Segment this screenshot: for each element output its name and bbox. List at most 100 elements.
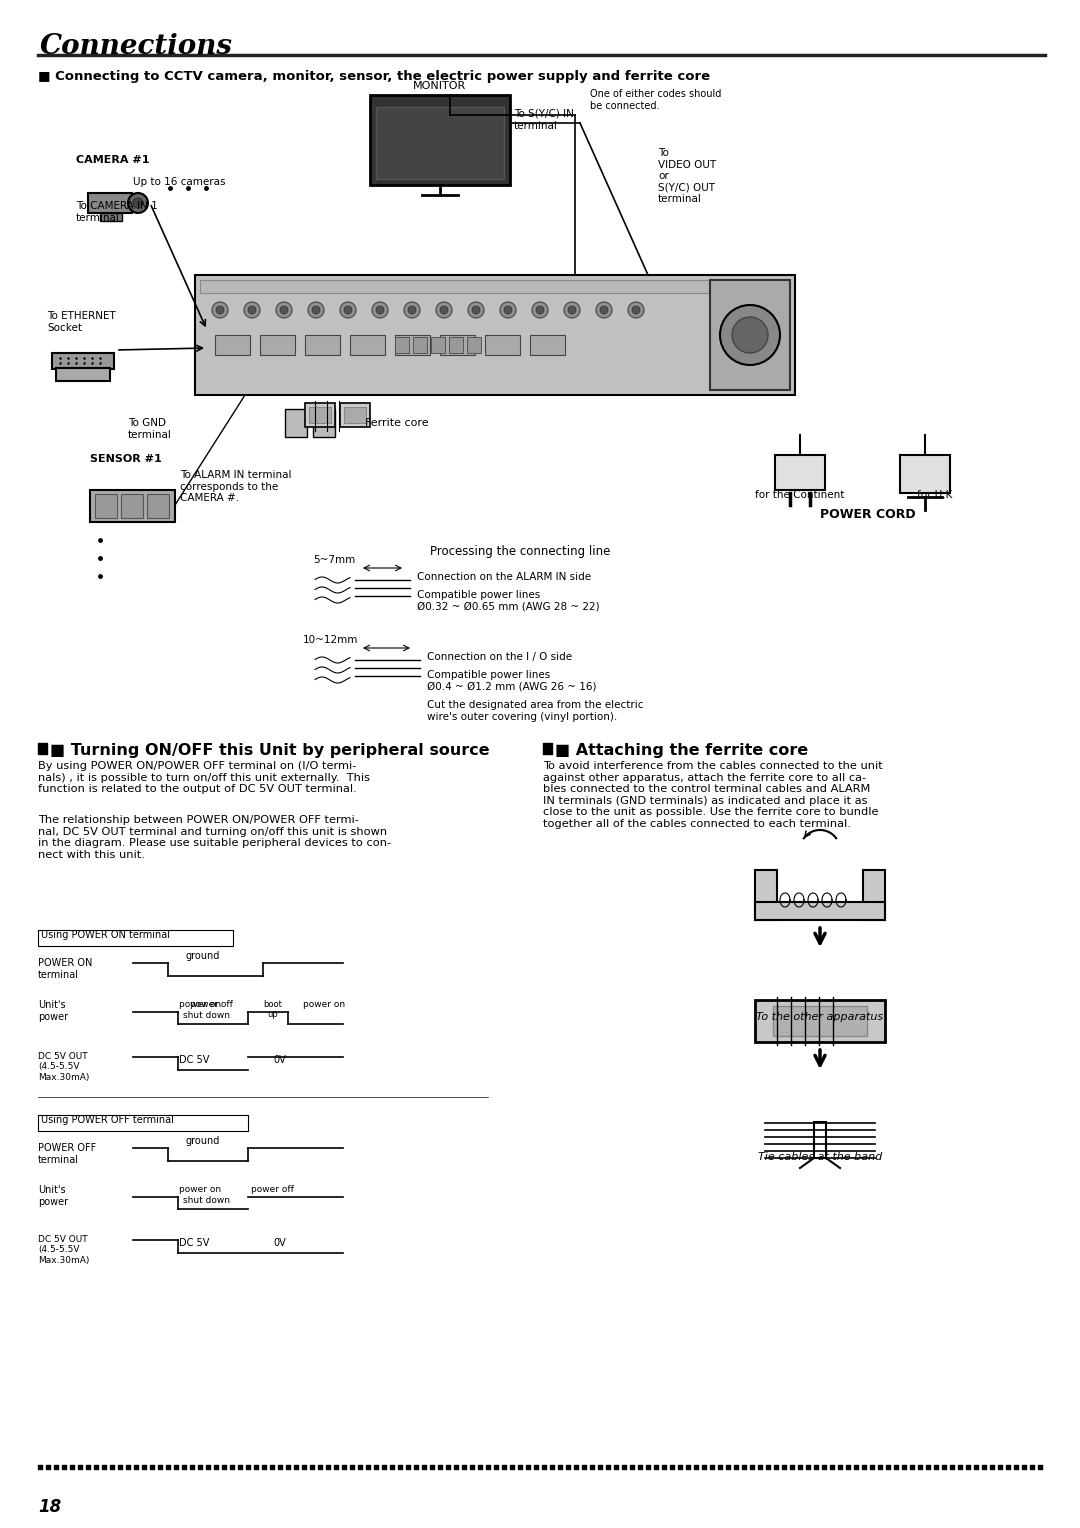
Text: Up to 16 cameras: Up to 16 cameras (133, 177, 226, 186)
Text: Cut the designated area from the electric
wire's outer covering (vinyl portion).: Cut the designated area from the electri… (427, 700, 644, 721)
Text: POWER OFF
terminal: POWER OFF terminal (38, 1143, 96, 1164)
Text: for U.K: for U.K (917, 490, 953, 500)
Circle shape (216, 306, 224, 313)
Bar (340, 403, 370, 426)
Text: By using POWER ON/POWER OFF terminal on (I/O termi-
nals) , it is possible to tu: By using POWER ON/POWER OFF terminal on … (38, 761, 370, 795)
Circle shape (248, 306, 256, 313)
Text: SENSOR #1: SENSOR #1 (90, 454, 162, 465)
Bar (814, 1122, 826, 1158)
Text: DC 5V OUT
(4.5-5.5V
Max.30mA): DC 5V OUT (4.5-5.5V Max.30mA) (38, 1235, 90, 1265)
Text: To the other apparatus: To the other apparatus (756, 1012, 883, 1022)
Circle shape (720, 306, 780, 365)
Text: DC 5V OUT
(4.5-5.5V
Max.30mA): DC 5V OUT (4.5-5.5V Max.30mA) (38, 1051, 90, 1082)
Text: Unit's
power: Unit's power (38, 999, 68, 1022)
Text: Tie cables at the band: Tie cables at the band (758, 1152, 882, 1161)
Text: power on: power on (179, 1186, 221, 1193)
Circle shape (632, 306, 640, 313)
Bar (100, 212, 122, 222)
Bar (395, 338, 409, 353)
Bar (95, 494, 117, 518)
Bar (121, 494, 143, 518)
Text: To ALARM IN terminal
corresponds to the
CAMERA #.: To ALARM IN terminal corresponds to the … (180, 471, 292, 503)
Text: 5~7mm: 5~7mm (313, 555, 355, 565)
Text: To ETHERNET
Socket: To ETHERNET Socket (48, 312, 116, 333)
Bar (260, 335, 295, 354)
Circle shape (504, 306, 512, 313)
Text: To GND
terminal: To GND terminal (129, 419, 172, 440)
Text: power on: power on (303, 999, 346, 1008)
Circle shape (312, 306, 320, 313)
Bar (90, 490, 175, 523)
Text: shut down: shut down (183, 1196, 230, 1206)
Text: MONITOR: MONITOR (414, 81, 467, 92)
Text: Unit's
power: Unit's power (38, 1186, 68, 1207)
Circle shape (596, 303, 612, 318)
Bar (485, 335, 519, 354)
Bar (467, 338, 481, 353)
Circle shape (345, 306, 352, 313)
Text: ground: ground (186, 950, 220, 961)
Bar (147, 494, 168, 518)
Circle shape (280, 306, 288, 313)
Circle shape (532, 303, 548, 318)
Text: boot
up: boot up (264, 999, 283, 1019)
Circle shape (500, 303, 516, 318)
Circle shape (404, 303, 420, 318)
Circle shape (564, 303, 580, 318)
Circle shape (376, 306, 384, 313)
Bar (38, 931, 233, 946)
Circle shape (627, 303, 644, 318)
Text: ■ Connecting to CCTV camera, monitor, sensor, the electric power supply and ferr: ■ Connecting to CCTV camera, monitor, se… (38, 70, 711, 83)
Bar (710, 280, 789, 390)
Text: Using POWER OFF terminal: Using POWER OFF terminal (41, 1115, 174, 1125)
Text: Connections: Connections (40, 34, 233, 60)
Text: power on: power on (179, 999, 221, 1008)
Bar (285, 410, 307, 437)
Circle shape (129, 193, 148, 212)
Text: ■ Turning ON/OFF this Unit by peripheral source: ■ Turning ON/OFF this Unit by peripheral… (50, 743, 489, 758)
Bar (52, 353, 114, 368)
Circle shape (340, 303, 356, 318)
Bar (305, 335, 340, 354)
Circle shape (440, 306, 448, 313)
Bar (200, 280, 789, 293)
Text: DC 5V: DC 5V (179, 1238, 210, 1248)
Text: 0V: 0V (273, 1054, 286, 1065)
Circle shape (472, 306, 480, 313)
Bar (775, 455, 825, 490)
Text: ■ Attaching the ferrite core: ■ Attaching the ferrite core (555, 743, 808, 758)
Circle shape (244, 303, 260, 318)
Circle shape (732, 316, 768, 353)
Circle shape (468, 303, 484, 318)
Text: The relationship between POWER ON/POWER OFF termi-
nal, DC 5V OUT terminal and t: The relationship between POWER ON/POWER … (38, 814, 391, 860)
Bar (87, 193, 132, 212)
Bar (449, 338, 463, 353)
Bar (755, 869, 777, 920)
Text: To
VIDEO OUT
or
S(Y/C) OUT
terminal: To VIDEO OUT or S(Y/C) OUT terminal (658, 148, 716, 205)
Bar (195, 275, 795, 396)
Text: 18: 18 (38, 1497, 62, 1516)
Text: Connection on the ALARM IN side: Connection on the ALARM IN side (417, 571, 591, 582)
Text: shut down: shut down (183, 1012, 230, 1021)
Text: power off: power off (190, 999, 232, 1008)
Text: Compatible power lines
Ø0.32 ~ Ø0.65 mm (AWG 28 ~ 22): Compatible power lines Ø0.32 ~ Ø0.65 mm … (417, 590, 599, 611)
Bar (38, 1115, 248, 1131)
Bar (370, 95, 510, 185)
Bar (755, 902, 885, 920)
Text: ground: ground (186, 1135, 220, 1146)
Text: for the Continent: for the Continent (755, 490, 845, 500)
Bar (530, 335, 565, 354)
Bar (215, 335, 249, 354)
Text: DC 5V: DC 5V (179, 1054, 210, 1065)
Circle shape (408, 306, 416, 313)
Bar (395, 335, 430, 354)
Circle shape (600, 306, 608, 313)
Circle shape (133, 199, 143, 208)
Text: To CAMERA IN 1
terminal: To CAMERA IN 1 terminal (76, 202, 158, 223)
Bar (350, 335, 384, 354)
Bar (755, 999, 885, 1042)
Bar (345, 406, 366, 423)
Text: 10~12mm: 10~12mm (303, 636, 359, 645)
Bar (773, 1005, 867, 1036)
Text: 0V: 0V (273, 1238, 286, 1248)
